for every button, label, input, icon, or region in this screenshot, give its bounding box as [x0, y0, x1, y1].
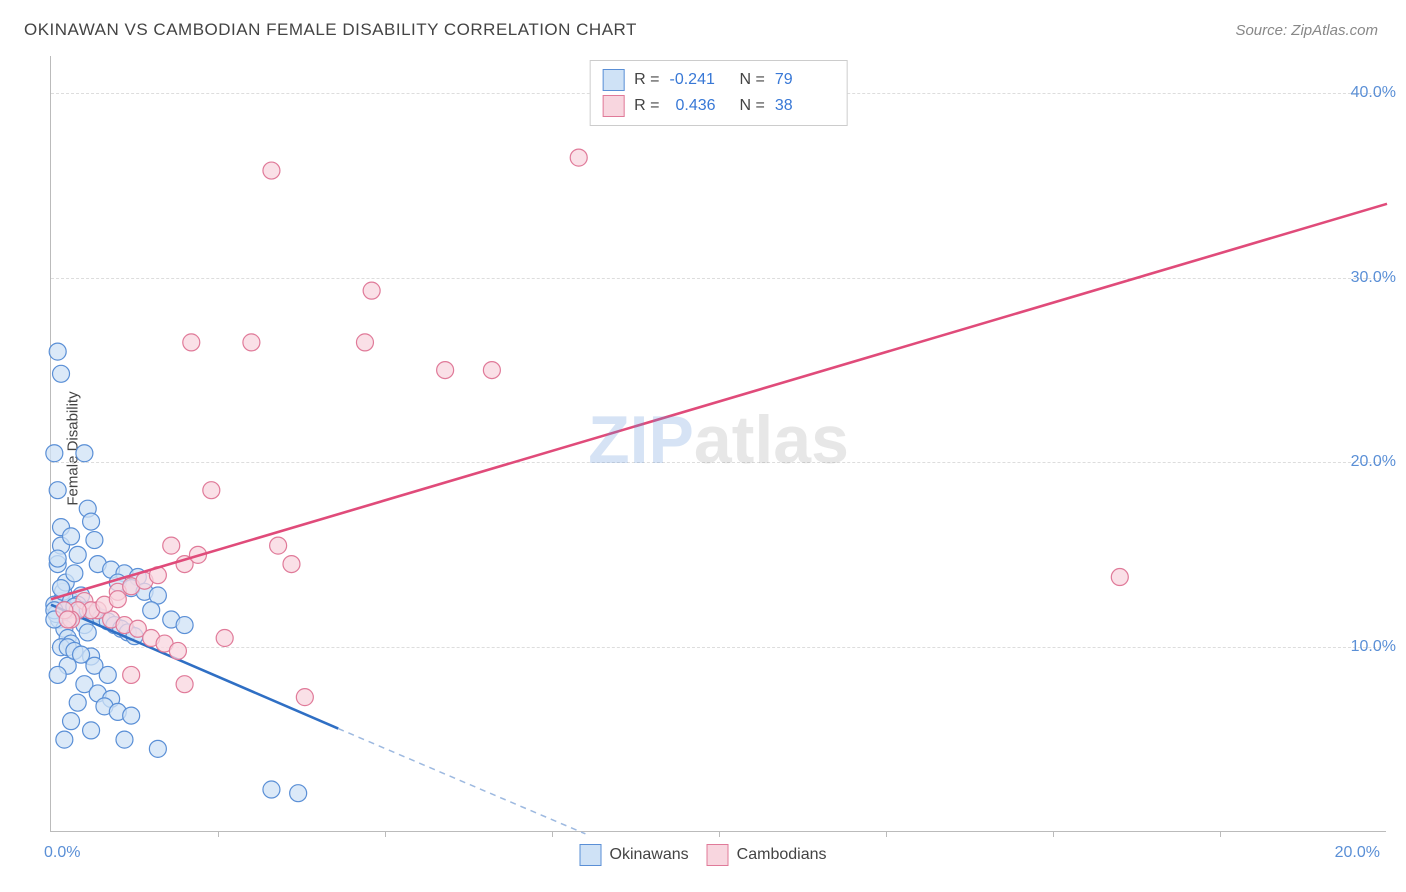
legend-item-okinawans: Okinawans — [580, 844, 689, 866]
y-tick-label: 20.0% — [1351, 453, 1396, 471]
data-point-okinawans — [290, 785, 307, 802]
data-point-cambodians — [176, 676, 193, 693]
trendline-cambodians — [51, 204, 1387, 599]
data-point-cambodians — [59, 611, 76, 628]
data-point-okinawans — [79, 624, 96, 641]
data-point-cambodians — [109, 591, 126, 608]
x-tick-minor — [719, 831, 720, 837]
data-point-cambodians — [483, 362, 500, 379]
data-point-okinawans — [149, 740, 166, 757]
swatch-okinawans — [602, 69, 624, 91]
data-point-cambodians — [216, 630, 233, 647]
x-tick-minor — [1220, 831, 1221, 837]
data-point-cambodians — [437, 362, 454, 379]
data-point-okinawans — [66, 565, 83, 582]
data-point-cambodians — [243, 334, 260, 351]
x-tick-minor — [218, 831, 219, 837]
swatch-cambodians — [602, 95, 624, 117]
data-point-okinawans — [63, 713, 80, 730]
y-tick-label: 40.0% — [1351, 84, 1396, 102]
data-point-cambodians — [123, 666, 140, 683]
series-legend: Okinawans Cambodians — [580, 844, 827, 866]
data-point-okinawans — [83, 513, 100, 530]
data-point-okinawans — [99, 666, 116, 683]
data-point-cambodians — [183, 334, 200, 351]
data-point-okinawans — [56, 731, 73, 748]
data-point-okinawans — [69, 546, 86, 563]
data-point-okinawans — [69, 694, 86, 711]
data-point-okinawans — [86, 532, 103, 549]
trendline-okinawans-extrapolated — [338, 729, 585, 834]
y-tick-label: 10.0% — [1351, 638, 1396, 656]
y-tick-label: 30.0% — [1351, 269, 1396, 287]
data-point-okinawans — [76, 445, 93, 462]
swatch-cambodians-icon — [707, 844, 729, 866]
scatter-svg — [51, 56, 1386, 831]
data-point-cambodians — [270, 537, 287, 554]
chart-title: OKINAWAN VS CAMBODIAN FEMALE DISABILITY … — [24, 20, 637, 40]
legend-row-okinawans: R = -0.241 N = 79 — [602, 67, 835, 93]
data-point-cambodians — [363, 282, 380, 299]
data-point-cambodians — [163, 537, 180, 554]
data-point-cambodians — [283, 556, 300, 573]
data-point-cambodians — [570, 149, 587, 166]
x-tick-minor — [886, 831, 887, 837]
correlation-legend: R = -0.241 N = 79 R = 0.436 N = 38 — [589, 60, 848, 126]
data-point-cambodians — [356, 334, 373, 351]
data-point-cambodians — [296, 689, 313, 706]
data-point-cambodians — [169, 642, 186, 659]
data-point-okinawans — [123, 707, 140, 724]
x-tick-minor — [1053, 831, 1054, 837]
data-point-okinawans — [49, 550, 66, 567]
data-point-cambodians — [1111, 569, 1128, 586]
data-point-okinawans — [49, 343, 66, 360]
data-point-cambodians — [263, 162, 280, 179]
data-point-okinawans — [116, 731, 133, 748]
x-tick-minor — [552, 831, 553, 837]
legend-item-cambodians: Cambodians — [707, 844, 827, 866]
data-point-okinawans — [53, 365, 70, 382]
data-point-okinawans — [46, 445, 63, 462]
source-attribution: Source: ZipAtlas.com — [1235, 22, 1378, 39]
data-point-okinawans — [263, 781, 280, 798]
data-point-okinawans — [49, 666, 66, 683]
plot-area: ZIPatlas R = -0.241 N = 79 R = 0.436 N =… — [50, 56, 1386, 832]
data-point-okinawans — [176, 617, 193, 634]
data-point-okinawans — [49, 482, 66, 499]
data-point-okinawans — [143, 602, 160, 619]
x-axis-min-label: 0.0% — [44, 844, 80, 862]
data-point-cambodians — [203, 482, 220, 499]
legend-row-cambodians: R = 0.436 N = 38 — [602, 93, 835, 119]
x-axis-max-label: 20.0% — [1335, 844, 1380, 862]
data-point-okinawans — [63, 528, 80, 545]
swatch-okinawans-icon — [580, 844, 602, 866]
x-tick-minor — [385, 831, 386, 837]
data-point-okinawans — [83, 722, 100, 739]
